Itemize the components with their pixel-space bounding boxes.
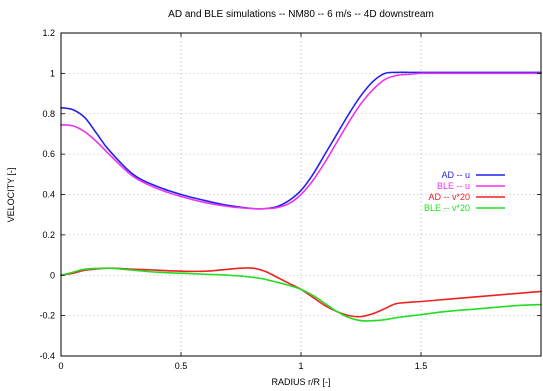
- legend-label-ble-u: BLE -- u: [437, 181, 470, 191]
- axis-ticks: 0 0.5 1 1.5 -0.4 -0.2 0 0.2 0.4 0.6 0.8 1 1.2: [39, 28, 541, 371]
- y-tick-label: -0.4: [39, 351, 55, 361]
- x-tick-label: 1.5: [415, 361, 428, 371]
- y-tick-label: 0: [50, 270, 55, 280]
- y-tick-label: 1.2: [42, 28, 55, 38]
- legend-label-ad-v-20: AD -- v*20: [428, 192, 470, 202]
- chart-title: AD and BLE simulations -- NM80 -- 6 m/s …: [168, 9, 434, 20]
- series-line-ble-u: [60, 72, 542, 210]
- series-line-ad-u: [60, 71, 542, 210]
- y-tick-label: 0.8: [42, 109, 55, 119]
- y-tick-label: 0.4: [42, 190, 55, 200]
- series-line-ble-v-20: [60, 267, 542, 322]
- x-tick-label: 1: [298, 361, 303, 371]
- x-tick-label: 0: [58, 361, 63, 371]
- y-tick-label: -0.2: [39, 311, 55, 321]
- y-tick-label: 1: [50, 68, 55, 78]
- series-lines: [60, 71, 542, 322]
- legend-label-ad-u: AD -- u: [441, 170, 470, 180]
- y-axis-label: VELOCITY [-]: [6, 168, 16, 223]
- y-tick-label: 0.2: [42, 230, 55, 240]
- y-tick-label: 0.6: [42, 149, 55, 159]
- x-tick-label: 0.5: [175, 361, 188, 371]
- x-axis-label: RADIUS r/R [-]: [271, 377, 330, 387]
- legend-label-ble-v-20: BLE -- v*20: [424, 203, 470, 213]
